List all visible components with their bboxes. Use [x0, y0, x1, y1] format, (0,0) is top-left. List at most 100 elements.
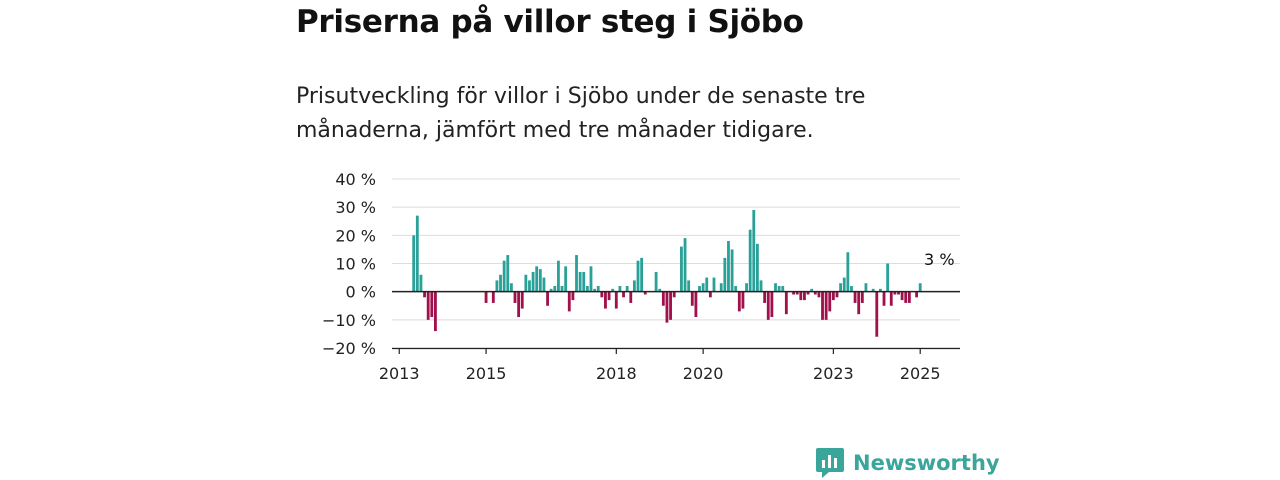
bar [857, 291, 861, 315]
bar [622, 291, 625, 298]
bar [727, 240, 730, 292]
bar [900, 291, 904, 301]
bar [567, 291, 571, 312]
bar [918, 283, 922, 292]
bar [419, 274, 423, 292]
bar [803, 291, 806, 301]
bar [499, 274, 502, 292]
bar [904, 291, 908, 303]
bar [853, 291, 857, 303]
bar [824, 291, 828, 320]
bar [882, 291, 886, 306]
bar [828, 291, 832, 312]
bar [517, 291, 521, 318]
bar [585, 286, 589, 292]
bar [643, 291, 647, 295]
bar [745, 283, 748, 292]
bar [571, 291, 575, 301]
bar [734, 286, 738, 292]
y-tick-label: 0 % [346, 283, 376, 302]
x-tick-label: 2020 [683, 364, 724, 383]
bar [915, 291, 918, 298]
bar [542, 277, 546, 292]
bar [835, 291, 839, 298]
y-tick-label: 40 % [335, 170, 376, 189]
bar [907, 291, 911, 303]
bar [799, 291, 803, 301]
bar [842, 277, 846, 292]
bar [860, 291, 864, 303]
bar [502, 260, 506, 292]
bar [875, 291, 879, 337]
bar [531, 271, 535, 292]
y-tick-label: −10 % [322, 311, 376, 330]
bar [658, 288, 662, 292]
bar [535, 266, 539, 292]
bar [596, 286, 600, 292]
bar [546, 291, 549, 306]
bar [748, 229, 752, 292]
bar [506, 255, 510, 292]
bar [589, 266, 593, 292]
page-title: Priserna på villor steg i Sjöbo [296, 4, 804, 40]
bar [752, 209, 756, 292]
bar [889, 291, 893, 306]
bar [763, 291, 767, 303]
bar [614, 291, 618, 309]
bar [698, 286, 701, 292]
bar [864, 283, 868, 292]
bar [810, 288, 814, 292]
bar [719, 283, 723, 292]
bar [781, 286, 785, 292]
bar [484, 291, 488, 303]
bar [426, 291, 430, 320]
bar [636, 260, 640, 292]
bar [694, 291, 698, 318]
brand: Newsworthy [815, 446, 1000, 480]
bar [672, 291, 676, 298]
y-tick-label: 10 % [335, 255, 376, 274]
bar [549, 288, 553, 292]
latest-value-label: 3 % [924, 250, 954, 269]
bar [604, 291, 607, 309]
bar [669, 291, 672, 320]
bar [770, 291, 774, 318]
bar [817, 291, 821, 298]
bar [737, 291, 741, 312]
x-tick-label: 2025 [900, 364, 941, 383]
bar [723, 257, 727, 292]
bar [759, 280, 763, 292]
bar [618, 286, 622, 292]
bar [415, 215, 419, 292]
bar [495, 280, 499, 292]
bar [777, 286, 781, 292]
bar [821, 291, 824, 320]
bar [766, 291, 770, 320]
bar [528, 280, 531, 292]
bar [538, 269, 542, 292]
bar [712, 277, 716, 292]
bar [553, 286, 557, 292]
bar [886, 263, 890, 292]
bar [578, 271, 582, 292]
bar [665, 291, 669, 323]
bar [850, 286, 853, 292]
bar [625, 286, 629, 292]
bar [611, 288, 615, 292]
bar [629, 291, 633, 303]
bar [430, 291, 434, 318]
bar [640, 257, 644, 292]
bar [560, 286, 564, 292]
bar [607, 291, 611, 301]
bar [513, 291, 517, 303]
bar [806, 291, 810, 295]
y-tick-label: 30 % [335, 198, 376, 217]
bar [730, 249, 734, 292]
bar [564, 266, 568, 292]
bar [593, 288, 597, 292]
bar [839, 283, 843, 292]
x-tick-label: 2018 [596, 364, 637, 383]
bar [683, 238, 687, 292]
bar [879, 288, 882, 292]
